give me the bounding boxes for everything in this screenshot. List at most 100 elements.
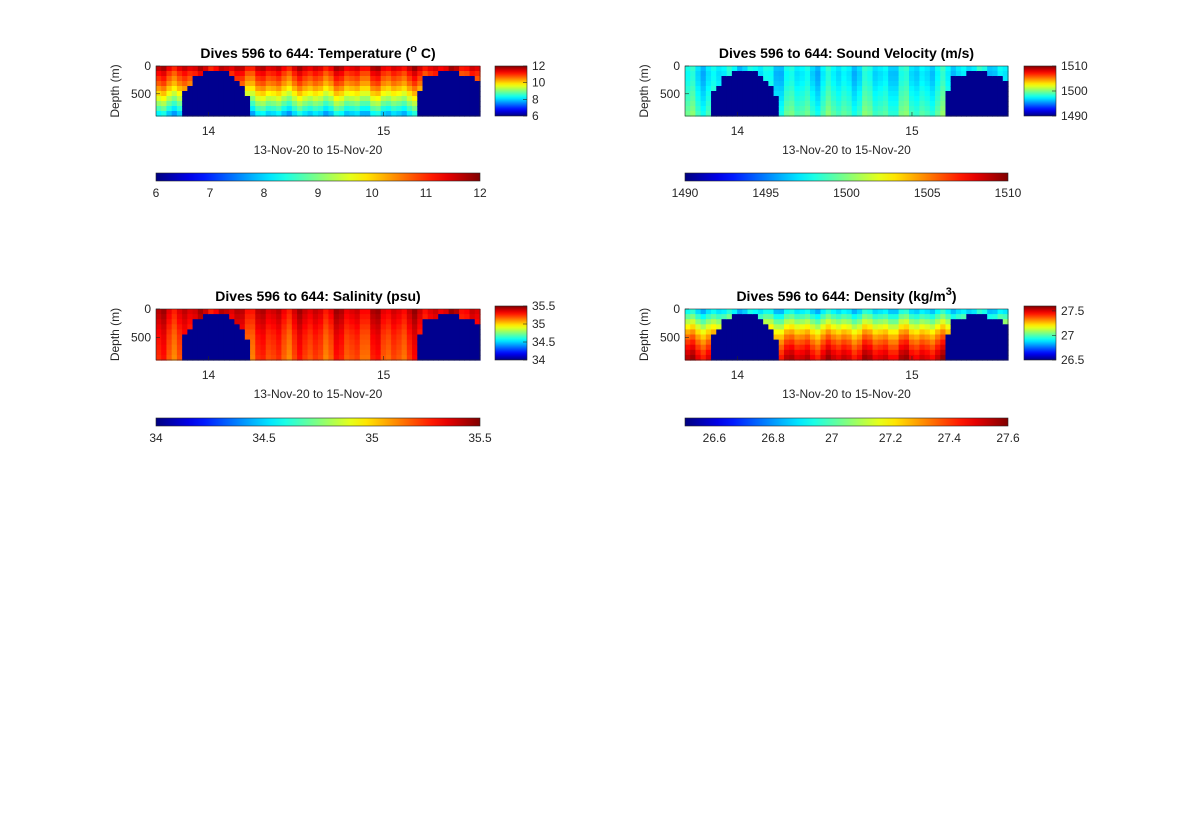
heatmap-cell <box>197 324 204 330</box>
heatmap-cell <box>464 101 471 107</box>
heatmap-cell <box>302 329 309 336</box>
heatmap-cell <box>328 319 335 325</box>
heatmap-cell <box>443 106 450 112</box>
heatmap-cell <box>716 334 723 341</box>
heatmap-cell <box>711 101 717 107</box>
heatmap-cell <box>401 334 408 341</box>
heatmap-cell <box>192 329 199 336</box>
heatmap-cell <box>955 76 962 82</box>
heatmap-cell <box>731 76 738 82</box>
heatmap-cell <box>276 324 283 330</box>
heatmap-cell <box>940 81 947 87</box>
heatmap-cell <box>349 344 356 351</box>
heatmap-cell <box>218 349 225 356</box>
heatmap-cell <box>820 96 827 102</box>
heatmap-cell <box>841 344 848 351</box>
heatmap-cell <box>427 66 434 72</box>
heatmap-cell <box>443 309 450 315</box>
heatmap-cell <box>385 91 392 97</box>
heatmap-cell <box>794 91 801 97</box>
heatmap-cell <box>716 96 723 102</box>
heatmap-cell <box>924 324 931 330</box>
heatmap-cell <box>396 344 403 351</box>
heatmap-cell <box>768 91 775 97</box>
heatmap-cell <box>307 71 314 77</box>
heatmap-cell <box>731 106 738 112</box>
heatmap-cell <box>882 106 889 112</box>
heatmap-cell <box>846 339 853 346</box>
heatmap-cell <box>286 66 293 72</box>
heatmap-cell <box>229 91 235 97</box>
heatmap-cell <box>690 91 697 97</box>
density-bottom-colorbar <box>684 417 1009 427</box>
heatmap-cell <box>417 66 424 72</box>
heatmap-cell <box>328 344 335 351</box>
heatmap-cell <box>971 309 978 315</box>
heatmap-cell <box>469 91 476 97</box>
heatmap-cell <box>422 106 429 112</box>
heatmap-cell <box>286 354 293 361</box>
heatmap-cell <box>234 101 241 107</box>
heatmap-cell <box>307 91 314 97</box>
heatmap-cell <box>218 76 225 82</box>
heatmap-cell <box>307 76 314 82</box>
heatmap-cell <box>929 91 936 97</box>
heatmap-cell <box>359 354 366 361</box>
heatmap-cell <box>893 91 900 97</box>
heatmap-cell <box>464 334 471 341</box>
heatmap-cell <box>820 86 827 92</box>
heatmap-cell <box>166 324 173 330</box>
heatmap-cell <box>234 339 241 346</box>
heatmap-cell <box>459 111 465 117</box>
heatmap-cell <box>276 329 283 336</box>
heatmap-cell <box>443 91 450 97</box>
heatmap-cell <box>695 334 702 341</box>
heatmap-cell <box>192 344 199 351</box>
heatmap-cell <box>851 81 858 87</box>
heatmap-cell <box>307 86 314 92</box>
heatmap-cell <box>438 354 445 361</box>
heatmap-cell <box>354 334 361 341</box>
heatmap-cell <box>757 354 764 361</box>
heatmap-cell <box>218 334 225 341</box>
heatmap-cell <box>909 339 915 346</box>
heatmap-cell <box>349 91 356 97</box>
heatmap-cell <box>909 309 915 315</box>
heatmap-cell <box>432 76 439 82</box>
heatmap-cell <box>276 101 283 107</box>
heatmap-cell <box>354 96 361 102</box>
heatmap-cell <box>961 86 967 92</box>
heatmap-cell <box>757 314 764 320</box>
heatmap-cell <box>229 339 235 346</box>
heatmap-cell <box>778 86 785 92</box>
heatmap-cell <box>981 91 988 97</box>
heatmap-cell <box>318 334 324 341</box>
heatmap-cell <box>391 324 397 330</box>
heatmap-cell <box>223 101 230 107</box>
heatmap-cell <box>171 324 178 330</box>
salinity-title: Dives 596 to 644: Salinity (psu) <box>215 288 420 304</box>
heatmap-cell <box>867 349 874 356</box>
heatmap-cell <box>250 66 256 72</box>
heatmap-cell <box>213 86 220 92</box>
heatmap-cell <box>804 334 811 341</box>
bottom-colorbar-label: 26.8 <box>761 431 785 445</box>
heatmap-cell <box>1002 101 1009 107</box>
heatmap-cell <box>752 334 759 341</box>
heatmap-cell <box>856 354 863 361</box>
heatmap-cell <box>328 334 335 341</box>
heatmap-cell <box>924 96 931 102</box>
heatmap-cell <box>810 71 816 77</box>
heatmap-cell <box>187 91 194 97</box>
heatmap-cell <box>344 96 350 102</box>
heatmap-cell <box>721 76 728 82</box>
heatmap-cell <box>297 354 303 361</box>
heatmap-cell <box>197 91 204 97</box>
heatmap-cell <box>265 329 272 336</box>
heatmap-cell <box>903 339 910 346</box>
density-title: Dives 596 to 644: Density (kg/m3) <box>736 286 956 304</box>
heatmap-cell <box>789 96 796 102</box>
heatmap-cell <box>935 106 941 112</box>
heatmap-cell <box>417 106 424 112</box>
heatmap-cell <box>919 76 926 82</box>
